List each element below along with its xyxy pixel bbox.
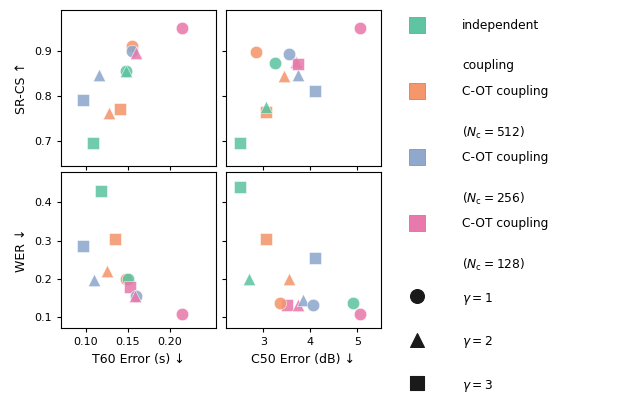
Point bbox=[355, 310, 365, 317]
X-axis label: C50 Error (dB) ↓: C50 Error (dB) ↓ bbox=[251, 353, 355, 366]
Point bbox=[293, 61, 303, 67]
Point bbox=[177, 25, 188, 31]
Point bbox=[123, 275, 133, 282]
Point bbox=[260, 108, 271, 115]
Text: coupling: coupling bbox=[462, 59, 514, 72]
Point bbox=[127, 43, 137, 49]
Point bbox=[89, 277, 99, 283]
Point bbox=[310, 88, 320, 94]
Point bbox=[88, 140, 98, 147]
Point bbox=[129, 293, 140, 299]
Point bbox=[284, 275, 294, 282]
Point bbox=[279, 73, 289, 79]
Point bbox=[293, 302, 303, 309]
Text: $\gamma = 1$: $\gamma = 1$ bbox=[462, 291, 493, 307]
Point bbox=[127, 48, 137, 54]
Point bbox=[110, 235, 120, 242]
Point bbox=[177, 310, 188, 317]
Text: $\gamma = 2$: $\gamma = 2$ bbox=[462, 334, 493, 350]
Point bbox=[291, 59, 301, 65]
Point bbox=[235, 140, 245, 147]
Text: C-OT coupling: C-OT coupling bbox=[462, 85, 548, 98]
Point bbox=[115, 106, 125, 112]
Point bbox=[270, 60, 280, 66]
Y-axis label: WER ↓: WER ↓ bbox=[15, 228, 28, 272]
Point bbox=[260, 104, 271, 110]
Point bbox=[235, 184, 245, 190]
Text: $(N_\mathrm{c} = 128)$: $(N_\mathrm{c} = 128)$ bbox=[462, 257, 525, 273]
Point bbox=[121, 68, 131, 74]
Point bbox=[102, 268, 112, 274]
Point bbox=[96, 188, 106, 194]
Text: independent: independent bbox=[462, 19, 540, 32]
Point bbox=[260, 235, 271, 242]
Point bbox=[310, 255, 320, 261]
Point bbox=[93, 72, 104, 79]
Point bbox=[131, 293, 141, 299]
Point bbox=[104, 110, 114, 116]
Point bbox=[275, 300, 285, 307]
Point bbox=[244, 275, 254, 282]
Point bbox=[78, 243, 88, 250]
Point bbox=[78, 97, 88, 103]
Point bbox=[355, 25, 365, 31]
X-axis label: T60 Error (s) ↓: T60 Error (s) ↓ bbox=[92, 353, 185, 366]
Point bbox=[284, 51, 294, 57]
Point bbox=[307, 302, 317, 309]
Text: $(N_\mathrm{c} = 256)$: $(N_\mathrm{c} = 256)$ bbox=[462, 191, 525, 207]
Point bbox=[124, 284, 134, 290]
Point bbox=[251, 49, 261, 55]
Point bbox=[121, 275, 131, 282]
Point bbox=[282, 302, 292, 309]
Text: C-OT coupling: C-OT coupling bbox=[462, 217, 548, 230]
Y-axis label: SR-CS ↑: SR-CS ↑ bbox=[15, 62, 28, 114]
Point bbox=[121, 68, 131, 74]
Text: C-OT coupling: C-OT coupling bbox=[462, 151, 548, 164]
Point bbox=[131, 50, 141, 56]
Text: $(N_\mathrm{c} = 512)$: $(N_\mathrm{c} = 512)$ bbox=[462, 125, 525, 141]
Text: $\gamma = 3$: $\gamma = 3$ bbox=[462, 378, 493, 393]
Point bbox=[293, 72, 303, 79]
Point bbox=[348, 300, 358, 307]
Point bbox=[298, 296, 308, 303]
